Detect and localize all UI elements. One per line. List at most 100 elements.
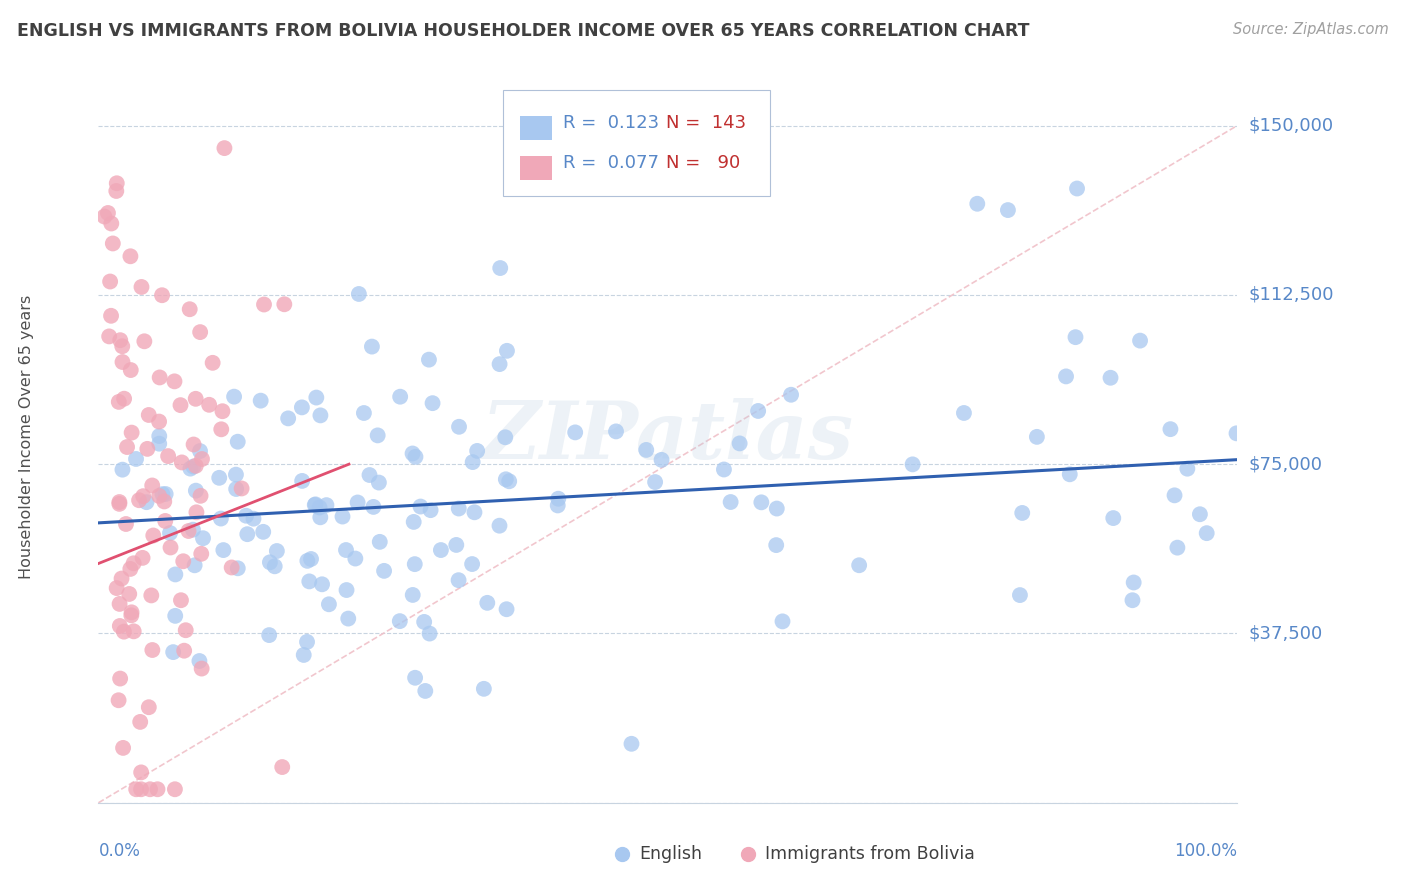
- Point: [1008, 588, 1031, 602]
- Point: [419, 626, 441, 640]
- Point: [111, 355, 134, 369]
- Point: [105, 176, 128, 190]
- Point: [184, 483, 207, 498]
- Point: [1225, 426, 1247, 441]
- Point: [170, 593, 193, 607]
- Point: [148, 436, 170, 450]
- Point: [335, 543, 357, 558]
- Point: [253, 297, 276, 311]
- Point: [266, 544, 288, 558]
- Point: [226, 434, 249, 449]
- Text: R =  0.123: R = 0.123: [562, 113, 659, 131]
- Point: [353, 406, 375, 420]
- Point: [120, 249, 142, 263]
- Point: [148, 429, 170, 443]
- Point: [367, 475, 389, 490]
- Point: [100, 217, 122, 231]
- Point: [765, 501, 787, 516]
- Point: [465, 444, 488, 458]
- Point: [108, 619, 131, 633]
- Point: [110, 333, 132, 347]
- Point: [110, 572, 132, 586]
- Point: [153, 494, 176, 508]
- Point: [108, 497, 131, 511]
- Point: [1129, 334, 1152, 348]
- Point: [112, 624, 135, 639]
- Point: [120, 363, 142, 377]
- Point: [402, 515, 425, 529]
- Text: $37,500: $37,500: [1249, 624, 1323, 642]
- Point: [305, 391, 328, 405]
- Point: [489, 260, 512, 275]
- Point: [447, 501, 470, 516]
- Point: [172, 554, 194, 568]
- Point: [404, 450, 426, 464]
- Point: [257, 628, 280, 642]
- Point: [347, 287, 370, 301]
- Point: [461, 455, 484, 469]
- Point: [1059, 467, 1081, 482]
- Point: [315, 498, 337, 512]
- Point: [98, 329, 121, 343]
- Point: [165, 608, 187, 623]
- Point: [214, 141, 236, 155]
- Point: [139, 782, 162, 797]
- Point: [1159, 422, 1181, 436]
- Point: [901, 458, 924, 472]
- Point: [363, 500, 385, 514]
- Point: [129, 782, 152, 797]
- Point: [304, 498, 326, 512]
- Point: [157, 449, 180, 463]
- Point: [346, 495, 368, 509]
- Point: [848, 558, 870, 573]
- Point: [564, 425, 586, 440]
- Point: [1066, 181, 1088, 195]
- Point: [107, 693, 129, 707]
- Point: [142, 528, 165, 542]
- Point: [100, 309, 122, 323]
- Point: [495, 472, 517, 486]
- Point: [125, 782, 148, 797]
- Point: [263, 559, 285, 574]
- Point: [1054, 369, 1077, 384]
- Point: [134, 334, 156, 349]
- Point: [311, 577, 333, 591]
- Point: [498, 475, 520, 489]
- Point: [488, 357, 510, 371]
- Point: [1175, 461, 1198, 475]
- Point: [174, 624, 197, 638]
- Point: [605, 425, 627, 439]
- Point: [209, 422, 232, 436]
- Point: [477, 596, 499, 610]
- Point: [780, 388, 803, 402]
- Point: [129, 714, 152, 729]
- Point: [222, 390, 245, 404]
- Point: [188, 654, 211, 668]
- Point: [413, 684, 436, 698]
- Point: [231, 482, 253, 496]
- Point: [105, 581, 128, 595]
- Point: [170, 455, 193, 469]
- Point: [422, 396, 444, 410]
- Point: [644, 475, 666, 489]
- Point: [249, 393, 271, 408]
- Point: [318, 597, 340, 611]
- Point: [186, 505, 208, 519]
- Point: [198, 398, 221, 412]
- Point: [747, 404, 769, 418]
- Point: [105, 184, 128, 198]
- Point: [337, 611, 360, 625]
- Text: R =  0.077: R = 0.077: [562, 153, 659, 172]
- Point: [177, 524, 200, 538]
- Point: [169, 398, 191, 412]
- Point: [720, 495, 742, 509]
- Point: [309, 510, 332, 524]
- Point: [419, 503, 441, 517]
- Point: [149, 370, 172, 384]
- Point: [179, 461, 201, 475]
- Point: [93, 210, 115, 224]
- Point: [226, 561, 249, 575]
- Point: [131, 550, 153, 565]
- Point: [146, 782, 169, 797]
- Point: [101, 236, 124, 251]
